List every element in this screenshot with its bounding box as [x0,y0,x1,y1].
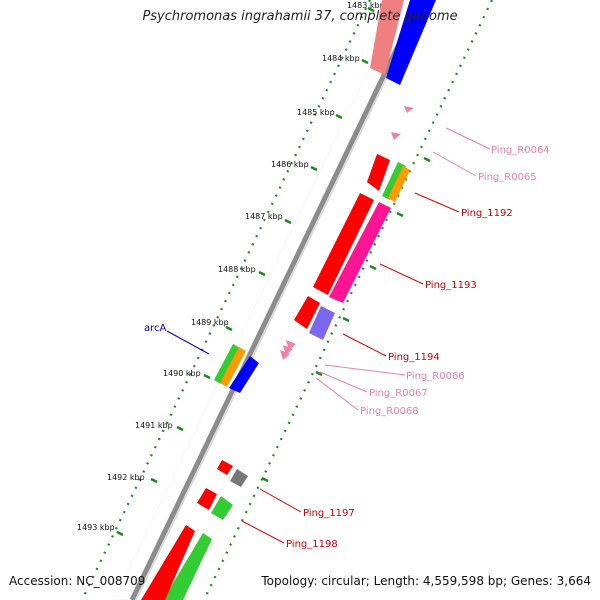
gene-labels: Ping_R0064 Ping_R0065 Ping_1192 Ping_119… [144,145,550,550]
scale-tick [367,6,375,13]
rna-feature-ping-r0068[interactable] [280,350,290,360]
leader-line [166,330,210,355]
scale-label: 1492 kbp [107,473,145,482]
scale-tick [361,58,369,65]
gene-feature-ping-1193[interactable] [329,202,391,303]
leader-line [414,192,460,213]
scale-tick [203,373,211,380]
gene-feature-red-small[interactable] [294,296,320,329]
gene-feature-pink-top[interactable] [370,0,404,75]
gene-feature-red-long[interactable] [313,193,374,295]
accession-text: Accession: NC_008709 [9,574,146,588]
gene-feature-ping-1197[interactable] [217,460,233,475]
leader-line [445,127,491,150]
leader-line [259,488,302,513]
inner-tick [342,316,350,323]
scale-label: 1490 kbp [163,369,201,378]
scale-label: 1488 kbp [218,265,256,274]
scale-tick [258,270,266,277]
scale-label: 1484 kbp [322,54,360,63]
scale-label: 1491 kbp [135,421,173,430]
scale-tick [150,477,158,484]
scale-tick [116,530,124,537]
leader-lines [166,127,491,544]
leader-line [319,371,368,393]
scale-label: 1493 kbp [77,523,115,532]
gene-feature-red-bottom[interactable] [141,525,195,600]
gene-feature-orange[interactable] [388,166,410,202]
leader-line [342,333,387,357]
map-title: Psychromonas ingrahamii 37, complete gen… [142,9,458,24]
rna-feature-ping-r0065[interactable] [391,132,401,140]
leader-line [432,151,477,177]
inner-tick [261,476,269,483]
inner-tick [396,211,404,218]
gene-label-ping-r0065[interactable]: Ping_R0065 [478,172,537,183]
scale-label: 1486 kbp [271,160,309,169]
gene-label-ping-r0064[interactable]: Ping_R0064 [491,145,550,156]
inner-tick [369,264,377,271]
reverse-strand-features [141,0,404,600]
gene-feature-grey[interactable] [230,469,248,487]
gene-feature-red-mid[interactable] [197,488,217,510]
scale-tick [335,113,343,120]
gene-feature-ping-1198[interactable] [211,496,233,520]
leader-line [241,520,285,544]
scale-ticks [116,6,431,537]
scale-tick [284,218,292,225]
forward-strand-features [163,0,436,600]
gene-feature-ping-1192[interactable] [367,154,390,191]
scale-label: 1483 kbp [347,1,385,10]
scale-tick [176,425,184,432]
gene-label-ping-r0068[interactable]: Ping_R0068 [360,406,419,417]
gene-feature-green-bottom[interactable] [163,533,212,600]
gene-label-ping-1192[interactable]: Ping_1192 [461,208,513,219]
leader-line [315,377,359,411]
scale-label: 1485 kbp [297,108,335,117]
gene-feature-arca-blue[interactable] [229,356,259,393]
gene-label-ping-1193[interactable]: Ping_1193 [425,280,477,291]
leader-line [324,364,406,376]
scale-tick [310,165,318,172]
gene-label-ping-1198[interactable]: Ping_1198 [286,539,338,550]
gene-feature-blue-top[interactable] [386,0,436,85]
gene-feature-arca-orange[interactable] [220,347,246,387]
gene-label-ping-r0066[interactable]: Ping_R0066 [406,371,465,382]
gene-feature-ping-1194[interactable] [309,306,335,340]
scale-label: 1489 kbp [191,318,229,327]
inner-tick [315,370,323,377]
scale-label: 1487 kbp [245,212,283,221]
gene-label-ping-r0067[interactable]: Ping_R0067 [369,388,428,399]
leader-line [379,263,424,285]
gene-label-arca[interactable]: arcA [144,323,167,334]
gene-label-ping-1194[interactable]: Ping_1194 [388,352,440,363]
rna-feature-ping-r0064[interactable] [404,106,414,113]
backbone [113,0,425,600]
scale-tick [225,325,233,332]
inner-tick [423,156,431,163]
scale-labels: 1483 kbp 1484 kbp 1485 kbp 1486 kbp 1487… [77,1,385,532]
genome-summary-text: Topology: circular; Length: 4,559,598 bp… [261,574,591,588]
gene-feature-arca-green[interactable] [214,344,240,384]
gene-label-ping-1197[interactable]: Ping_1197 [303,508,355,519]
gene-feature-green[interactable] [382,162,406,200]
